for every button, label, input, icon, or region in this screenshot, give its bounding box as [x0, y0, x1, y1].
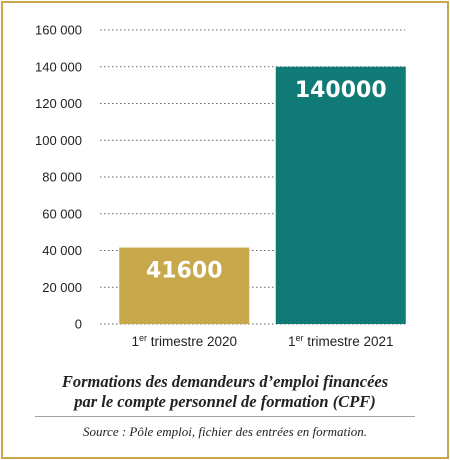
y-tick-label: 160 000: [35, 23, 82, 38]
y-tick-label: 100 000: [35, 133, 82, 148]
y-axis-tick-labels: 0 20 000 40 000 60 000 80 000 100 000 120 000 1…: [35, 23, 82, 332]
caption-divider: [35, 416, 415, 417]
y-tick-label: 0: [75, 317, 82, 332]
x-category-label: 1er trimestre 2020: [131, 333, 237, 349]
y-tick-label: 40 000: [42, 243, 82, 258]
chart-title-line-2: par le compte personnel de formation (CP…: [74, 392, 376, 411]
y-tick-label: 60 000: [42, 206, 82, 221]
y-tick-label: 80 000: [42, 170, 82, 185]
y-tick-label: 20 000: [42, 280, 82, 295]
bar: [275, 66, 406, 324]
bar: [119, 247, 250, 324]
y-tick-label: 140 000: [35, 59, 82, 74]
source-note: Source : Pôle emploi, fichier des entrée…: [82, 424, 367, 439]
gridlines: [100, 29, 405, 325]
bar-value-label: 140000: [295, 78, 387, 103]
chart-title-line-1: Formations des demandeurs d’emploi finan…: [61, 372, 389, 391]
bar-value-label: 41600: [146, 259, 223, 284]
bars: [119, 66, 406, 324]
x-category-label: 1er trimestre 2021: [288, 333, 394, 349]
y-tick-label: 120 000: [35, 96, 82, 111]
x-axis-category-labels: 1er trimestre 2020 1er trimestre 2021: [131, 333, 393, 349]
bar-chart: 0 20 000 40 000 60 000 80 000 100 000 120 000 1…: [35, 23, 406, 349]
data-labels: 41600 140000: [146, 78, 387, 284]
